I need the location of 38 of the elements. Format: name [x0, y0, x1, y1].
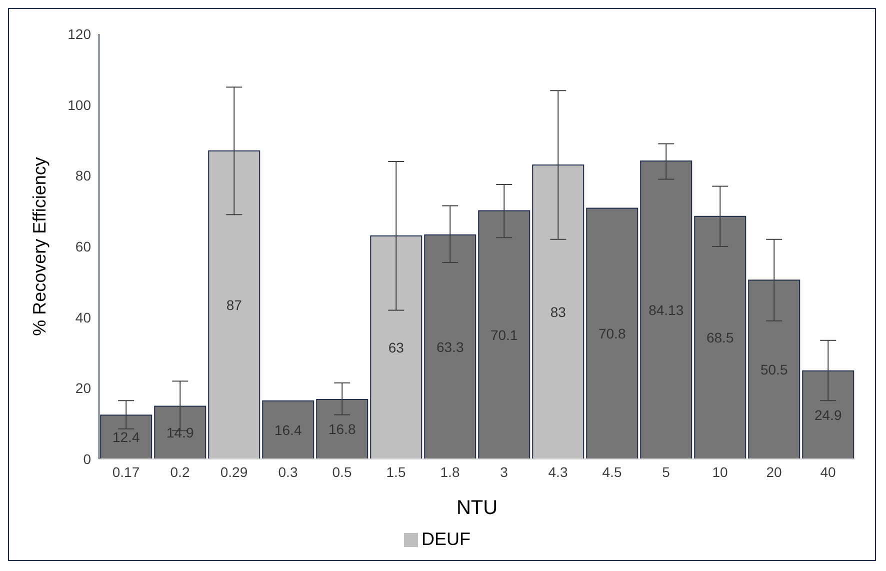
- y-axis-title: % Recovery Efficiency: [29, 157, 50, 336]
- data-label: 68.5: [706, 330, 734, 346]
- x-tick-label: 10: [712, 464, 728, 480]
- x-tick-label: 3: [500, 464, 508, 480]
- y-tick-label: 20: [75, 380, 92, 396]
- y-tick-label: 80: [75, 168, 92, 184]
- x-tick-label: 1.5: [386, 464, 406, 480]
- data-label: 63.3: [436, 338, 464, 355]
- data-label: 83: [550, 304, 566, 320]
- data-label: 14.9: [166, 424, 194, 441]
- data-label: 87: [226, 296, 242, 313]
- data-label: 84.13: [648, 302, 684, 318]
- x-tick-label: 4.5: [602, 464, 622, 480]
- data-label: 24.9: [814, 406, 842, 423]
- data-label: 63: [388, 339, 404, 356]
- x-tick-label: 0.17: [112, 464, 140, 480]
- x-tick-label: 0.29: [220, 464, 248, 480]
- y-tick-label: 40: [75, 309, 92, 326]
- x-tick-label: 5: [662, 464, 670, 480]
- x-tick-label: 1.8: [440, 464, 460, 480]
- x-tick-label: 4.3: [548, 464, 568, 480]
- data-label: 16.8: [328, 421, 356, 438]
- data-label: 16.4: [274, 422, 302, 438]
- y-tick-label: 120: [68, 26, 92, 42]
- y-tick-label: 100: [68, 96, 92, 113]
- data-label: 70.1: [490, 326, 518, 343]
- y-tick-label: 60: [75, 238, 92, 254]
- x-tick-label: 20: [766, 464, 782, 480]
- legend-label: DEUF: [422, 529, 470, 549]
- y-tick-label: 0: [83, 450, 92, 467]
- x-tick-label: 40: [820, 464, 836, 480]
- data-label: 50.5: [760, 362, 788, 378]
- data-label: 12.4: [112, 429, 140, 446]
- data-label: 70.8: [598, 326, 626, 342]
- x-axis-title: NTU: [456, 497, 498, 519]
- x-tick-label: 0.2: [170, 464, 190, 480]
- x-tick-label: 0.5: [332, 464, 352, 480]
- x-tick-label: 0.3: [278, 464, 298, 480]
